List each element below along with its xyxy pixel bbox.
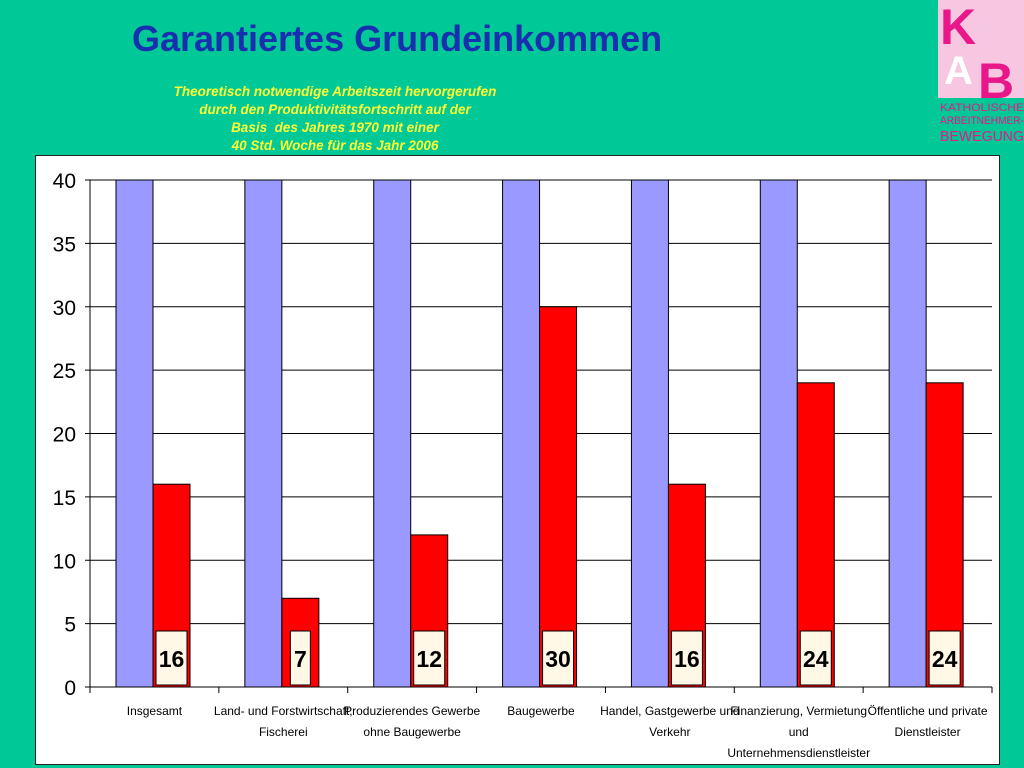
y-tick-label: 25 bbox=[53, 360, 76, 383]
subtitle-line: 40 Std. Woche für das Jahr 2006 bbox=[231, 138, 439, 153]
data-label: 24 bbox=[803, 646, 829, 672]
data-label-box bbox=[928, 630, 961, 686]
bar-baseline-40h bbox=[502, 179, 541, 688]
x-category-label: Finanzierung, Vermietung bbox=[730, 704, 867, 718]
page-title: Garantiertes Grundeinkommen bbox=[132, 18, 663, 59]
y-tick-label: 5 bbox=[64, 614, 76, 637]
data-label: 30 bbox=[545, 646, 571, 672]
data-label-box bbox=[289, 630, 311, 686]
x-category-label: Unternehmensdienstleister bbox=[727, 746, 870, 760]
bar-baseline-40h bbox=[630, 179, 669, 688]
x-category-label: Insgesamt bbox=[127, 704, 183, 718]
chart-panel: 0 5 10 15 20 25 30 35 40 16 Insgesamt 7 Land- und Fo… bbox=[35, 155, 1000, 765]
data-label-box bbox=[542, 630, 575, 686]
data-label: 24 bbox=[932, 646, 958, 672]
data-label: 16 bbox=[674, 646, 700, 672]
y-tick-label: 30 bbox=[53, 297, 76, 320]
logo-letter-k: K bbox=[940, 0, 976, 55]
x-category-label: Öffentliche und private bbox=[868, 704, 988, 718]
logo-text-line: KATHOLISCHE bbox=[940, 102, 1024, 114]
logo-letter-b: B bbox=[978, 53, 1014, 109]
y-tick-label: 0 bbox=[64, 677, 76, 700]
bar-baseline-40h bbox=[759, 179, 798, 688]
x-category-label: Handel, Gastgewerbe und bbox=[600, 704, 739, 718]
data-label-box bbox=[155, 630, 188, 686]
logo-text-line: BEWEGUNG bbox=[940, 128, 1024, 145]
data-label-box bbox=[670, 630, 703, 686]
bar-value bbox=[539, 306, 578, 688]
bar-baseline-40h bbox=[244, 179, 283, 688]
data-label: 7 bbox=[294, 646, 307, 672]
chart-subtitle: Theoretisch notwendige Arbeitszeit hervo… bbox=[110, 83, 560, 155]
data-label: 12 bbox=[416, 646, 442, 672]
kab-logo: K A B KATHOLISCHE ARBEITNEHMER- BEWEGUNG bbox=[938, 0, 1024, 145]
x-category-label: und bbox=[789, 725, 809, 739]
y-tick-label: 15 bbox=[53, 487, 76, 510]
data-label: 16 bbox=[159, 646, 185, 672]
subtitle-line: durch den Produktivitätsfortschritt auf … bbox=[199, 102, 471, 117]
bar-baseline-40h bbox=[115, 179, 154, 688]
logo-background bbox=[938, 0, 1024, 98]
x-category-label: Baugewerbe bbox=[507, 704, 575, 718]
x-category-label: Fischerei bbox=[259, 725, 308, 739]
x-category-label: Produzierendes Gewerbe bbox=[344, 704, 480, 718]
x-category-label: Verkehr bbox=[649, 725, 690, 739]
logo-text-line: ARBEITNEHMER- bbox=[940, 115, 1024, 127]
x-category-label: Dienstleister bbox=[895, 725, 961, 739]
bar-baseline-40h bbox=[373, 179, 412, 688]
subtitle-line: Theoretisch notwendige Arbeitszeit hervo… bbox=[173, 84, 497, 99]
x-category-label: ohne Baugewerbe bbox=[363, 725, 461, 739]
data-label-box bbox=[799, 630, 832, 686]
subtitle-line: Basis des Jahres 1970 mit einer bbox=[231, 120, 439, 135]
y-tick-label: 10 bbox=[53, 550, 76, 573]
y-tick-label: 20 bbox=[53, 424, 76, 447]
y-tick-label: 35 bbox=[53, 233, 76, 256]
x-category-label: Land- und Forstwirtschaft; bbox=[214, 704, 353, 718]
y-tick-label: 40 bbox=[53, 170, 76, 193]
bar-baseline-40h bbox=[888, 179, 927, 688]
logo-letter-a: A bbox=[944, 49, 973, 93]
bar-chart: 0 5 10 15 20 25 30 35 40 16 Insgesamt 7 Land- und Fo… bbox=[53, 170, 993, 760]
data-label-box bbox=[413, 630, 446, 686]
